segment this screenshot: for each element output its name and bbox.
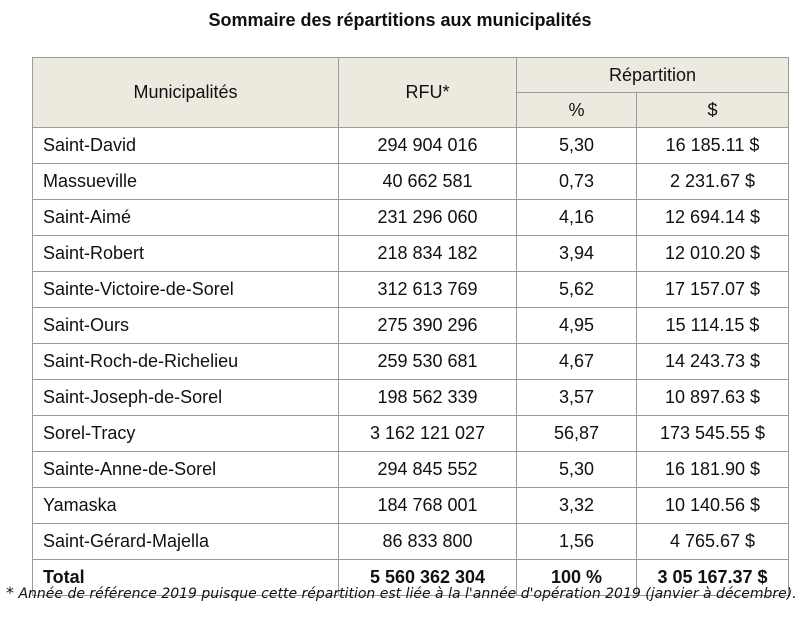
total-row: Total 5 560 362 304 100 % 3 05 167.37 $: [32, 559, 790, 596]
municipality-cell: Saint-Joseph-de-Sorel: [32, 379, 339, 416]
rfu-cell: 218 834 182: [338, 235, 517, 272]
header-rfu: RFU*: [338, 57, 517, 128]
rfu-cell: 40 662 581: [338, 163, 517, 200]
municipality-cell: Total: [32, 559, 339, 596]
rfu-cell: 5 560 362 304: [338, 559, 517, 596]
amount-cell: 16 181.90 $: [635, 451, 790, 488]
amount-cell: 10 140.56 $: [635, 487, 790, 524]
table-row: Sainte-Victoire-de-Sorel 312 613 769 5,62 1…: [32, 271, 790, 308]
amount-cell: 15 114.15 $: [635, 307, 790, 344]
rfu-cell: 294 845 552: [338, 451, 517, 488]
municipality-cell: Saint-Ours: [32, 307, 339, 344]
table-row: Saint-Ours 275 390 296 4,95 15 114.15 $: [32, 307, 790, 344]
table-row: Saint-David 294 904 016 5,30 16 185.11 $: [32, 127, 790, 164]
footnote: * Année de référence 2019 puisque cette …: [6, 583, 797, 605]
percent-cell: 3,57: [516, 379, 637, 416]
table-row: Saint-Gérard-Majella 86 833 800 1,56 4 765.…: [32, 523, 790, 560]
municipality-cell: Saint-Robert: [32, 235, 339, 272]
amount-cell: 173 545.55 $: [635, 415, 790, 452]
percent-cell: 4,16: [516, 199, 637, 236]
footnote-text: Année de référence 2019 puisque cette ré…: [18, 586, 797, 602]
table-row: Saint-Robert 218 834 182 3,94 12 010.20 $: [32, 235, 790, 272]
rfu-cell: 231 296 060: [338, 199, 517, 236]
rfu-cell: 198 562 339: [338, 379, 517, 416]
percent-cell: 5,30: [516, 451, 637, 488]
municipality-cell: Saint-Gérard-Majella: [32, 523, 339, 560]
header-dollars: $: [635, 92, 790, 128]
municipality-cell: Saint-Roch-de-Richelieu: [32, 343, 339, 380]
repartition-table: Municipalités RFU* Répartition % $ Saint…: [32, 57, 790, 596]
rfu-cell: 3 162 121 027: [338, 415, 517, 452]
rfu-cell: 86 833 800: [338, 523, 517, 560]
percent-cell: 4,67: [516, 343, 637, 380]
rfu-cell: 275 390 296: [338, 307, 517, 344]
table-row: Saint-Joseph-de-Sorel 198 562 339 3,57 10 8…: [32, 379, 790, 416]
percent-cell: 4,95: [516, 307, 637, 344]
header-repartition: Répartition: [515, 57, 790, 93]
rfu-cell: 259 530 681: [338, 343, 517, 380]
rfu-cell: 294 904 016: [338, 127, 517, 164]
municipality-cell: Saint-Aimé: [32, 199, 339, 236]
amount-cell: 3 05 167.37 $: [635, 559, 790, 596]
percent-cell: 5,30: [516, 127, 637, 164]
footnote-marker: *: [6, 583, 14, 602]
percent-cell: 56,87: [516, 415, 637, 452]
header-municipalites: Municipalités: [32, 57, 339, 128]
amount-cell: 12 694.14 $: [635, 199, 790, 236]
percent-cell: 3,32: [516, 487, 637, 524]
table-row: Saint-Aimé 231 296 060 4,16 12 694.14 $: [32, 199, 790, 236]
table-row: Sorel-Tracy 3 162 121 027 56,87 173 545.55 …: [32, 415, 790, 452]
table-row: Saint-Roch-de-Richelieu 259 530 681 4,67 14…: [32, 343, 790, 380]
municipality-cell: Sorel-Tracy: [32, 415, 339, 452]
municipality-cell: Sainte-Anne-de-Sorel: [32, 451, 339, 488]
amount-cell: 2 231.67 $: [635, 163, 790, 200]
page-title: Sommaire des répartitions aux municipali…: [208, 10, 592, 30]
amount-cell: 4 765.67 $: [635, 523, 790, 560]
table-row: Sainte-Anne-de-Sorel 294 845 552 5,30 16 18…: [32, 451, 790, 488]
municipality-cell: Saint-David: [32, 127, 339, 164]
percent-cell: 5,62: [516, 271, 637, 308]
percent-cell: 3,94: [516, 235, 637, 272]
rfu-cell: 184 768 001: [338, 487, 517, 524]
percent-cell: 0,73: [516, 163, 637, 200]
amount-cell: 10 897.63 $: [635, 379, 790, 416]
municipality-cell: Sainte-Victoire-de-Sorel: [32, 271, 339, 308]
header-percent: %: [516, 92, 637, 128]
amount-cell: 14 243.73 $: [635, 343, 790, 380]
amount-cell: 12 010.20 $: [635, 235, 790, 272]
rfu-cell: 312 613 769: [338, 271, 517, 308]
amount-cell: 16 185.11 $: [635, 127, 790, 164]
percent-cell: 1,56: [516, 523, 637, 560]
municipality-cell: Yamaska: [32, 487, 339, 524]
table-row: Yamaska 184 768 001 3,32 10 140.56 $: [32, 487, 790, 524]
table-row: Massueville 40 662 581 0,73 2 231.67 $: [32, 163, 790, 200]
amount-cell: 17 157.07 $: [635, 271, 790, 308]
municipality-cell: Massueville: [32, 163, 339, 200]
